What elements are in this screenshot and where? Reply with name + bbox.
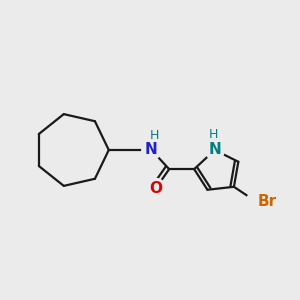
Text: H: H xyxy=(150,129,159,142)
Text: H: H xyxy=(208,128,218,141)
Circle shape xyxy=(146,178,166,198)
Text: N: N xyxy=(208,142,221,158)
Text: O: O xyxy=(149,181,162,196)
Circle shape xyxy=(142,140,161,160)
Text: Br: Br xyxy=(257,194,277,209)
Text: N: N xyxy=(145,142,158,158)
Circle shape xyxy=(205,140,224,160)
Circle shape xyxy=(246,192,266,211)
